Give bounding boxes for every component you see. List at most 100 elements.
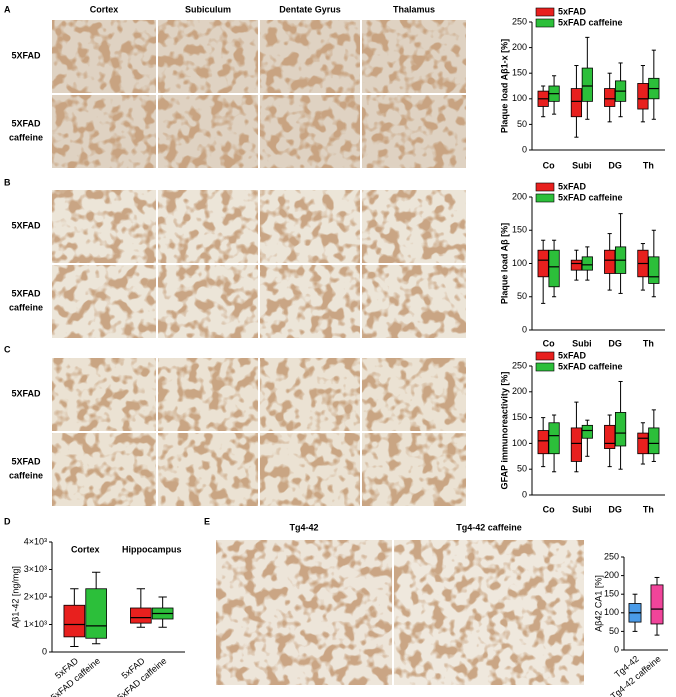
micrograph-stain (158, 433, 258, 506)
box (637, 432, 649, 455)
y-tick-label: 50 (609, 626, 619, 636)
group-label: Cortex (71, 544, 100, 554)
x-tick-label: Co (543, 160, 555, 170)
x-tick-label: DG (608, 338, 622, 348)
box (548, 422, 560, 455)
legend-swatch (535, 193, 555, 203)
box (604, 424, 616, 449)
y-axis-label: Plaque load Aβ [%] (499, 223, 509, 304)
micrograph-stain (52, 95, 156, 168)
micrograph-stain (52, 358, 156, 431)
panel-label: E (204, 516, 210, 526)
micrograph-stain (362, 358, 466, 431)
row-label: caffeine (9, 470, 43, 480)
y-tick-label: 100 (512, 93, 527, 103)
y-axis-label: Plaque load Aβ1-x [%] (499, 39, 509, 133)
y-tick-label: 0 (42, 646, 47, 656)
legend-label: 5xFAD (558, 6, 587, 16)
row-label: 5XFAD (11, 456, 41, 466)
y-tick-label: 200 (512, 42, 527, 52)
column-label: Dentate Gyrus (279, 4, 341, 14)
column-label: Thalamus (393, 4, 435, 14)
column-label: Subiculum (185, 4, 231, 14)
micrograph-stain (260, 433, 360, 506)
y-tick-label: 0 (614, 644, 619, 654)
y-axis-label: Aβ42 CA1 [%] (593, 575, 603, 632)
micrograph-stain (158, 265, 258, 338)
panel-label: D (4, 516, 11, 526)
x-tick-label: Co (543, 338, 555, 348)
y-tick-label: 100 (604, 607, 619, 617)
micrograph-stain (158, 20, 258, 93)
y-tick-label: 250 (604, 551, 619, 561)
micrograph-stain (260, 190, 360, 263)
y-tick-label: 0 (522, 489, 527, 499)
y-tick-label: 150 (512, 412, 527, 422)
micrograph-stain (260, 20, 360, 93)
box (614, 412, 627, 447)
row-label: 5XFAD (11, 50, 41, 60)
y-tick-label: 200 (604, 570, 619, 580)
x-tick-label: Subi (572, 504, 592, 514)
box (548, 249, 560, 288)
y-tick-label: 2×10³ (24, 591, 47, 601)
row-label: 5XFAD (11, 288, 41, 298)
legend-swatch (535, 18, 555, 28)
box (570, 427, 583, 462)
box (648, 427, 660, 455)
box (130, 607, 152, 624)
box (648, 256, 660, 284)
legend-swatch (535, 182, 555, 192)
micrograph-stain (52, 190, 156, 263)
micrograph-stain (158, 190, 258, 263)
y-tick-label: 50 (517, 119, 527, 129)
panel-label: B (4, 177, 11, 187)
micrograph-stain (158, 95, 258, 168)
x-tick-label: Subi (572, 338, 592, 348)
row-label: 5XFAD (11, 118, 41, 128)
y-axis-label: Aβ1-42 [ng/mg] (10, 566, 20, 628)
micrograph-stain (52, 20, 156, 93)
box (637, 83, 649, 110)
column-label: Cortex (90, 4, 119, 14)
y-axis-label: GFAP immunoreactivity [%] (499, 372, 509, 490)
y-tick-label: 100 (512, 438, 527, 448)
column-label: Tg4-42 caffeine (456, 522, 522, 532)
micrograph-stain (52, 433, 156, 506)
box (581, 424, 593, 439)
micrograph-stain (260, 95, 360, 168)
x-tick-label: Co (543, 504, 555, 514)
y-tick-label: 50 (517, 291, 527, 301)
y-tick-label: 200 (512, 386, 527, 396)
box (604, 88, 616, 107)
box (63, 604, 86, 638)
row-label: 5XFAD (11, 388, 41, 398)
box (570, 88, 583, 118)
box (581, 256, 593, 271)
legend-swatch (535, 7, 555, 17)
column-label: Tg4-42 (289, 522, 318, 532)
row-label: caffeine (9, 132, 43, 142)
legend-label: 5xFAD caffeine (558, 17, 623, 27)
micrograph-stain (52, 265, 156, 338)
legend-label: 5xFAD caffeine (558, 361, 623, 371)
micrograph-stain (362, 190, 466, 263)
box (537, 249, 549, 278)
micrograph-stain (362, 20, 466, 93)
y-tick-label: 150 (604, 589, 619, 599)
x-tick-label: Th (643, 504, 654, 514)
box (604, 249, 616, 274)
x-tick-label: Th (643, 338, 654, 348)
micrograph-stain (362, 433, 466, 506)
y-tick-label: 100 (512, 258, 527, 268)
x-tick-label: DG (608, 504, 622, 514)
y-tick-label: 200 (512, 191, 527, 201)
panel-label: C (4, 344, 11, 354)
micrograph-stain (362, 95, 466, 168)
legend-label: 5xFAD (558, 181, 587, 191)
y-tick-label: 3×10³ (24, 564, 47, 574)
y-tick-label: 250 (512, 16, 527, 26)
y-tick-label: 0 (522, 324, 527, 334)
x-tick-label: Th (643, 160, 654, 170)
